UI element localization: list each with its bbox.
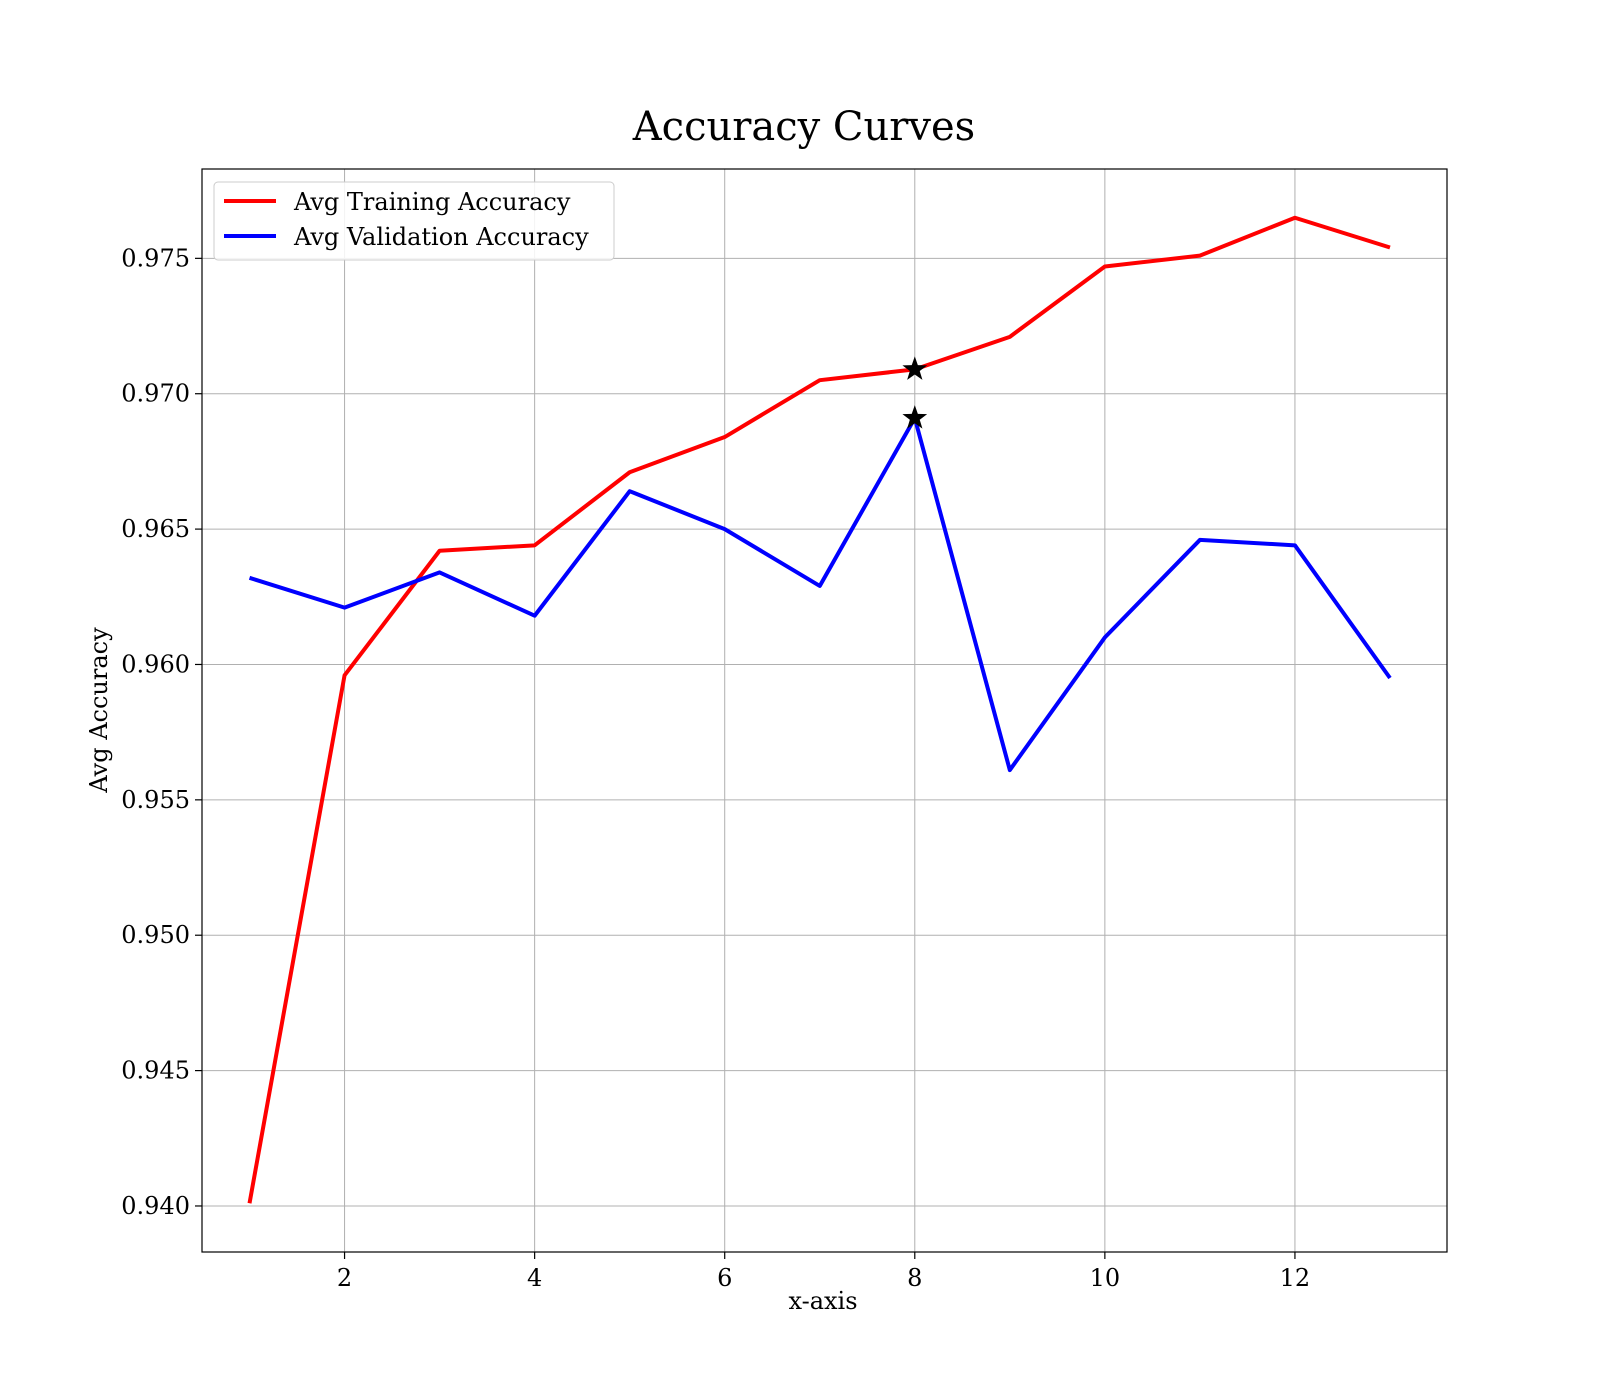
y-tick-label: 0.940: [121, 1192, 190, 1220]
y-tick-label: 0.960: [121, 650, 190, 678]
x-tick-label: 8: [907, 1264, 922, 1292]
x-tick-label: 12: [1280, 1264, 1311, 1292]
validation-accuracy-line: [248, 416, 1392, 773]
x-tick-label: 2: [337, 1264, 352, 1292]
x-tick-label: 10: [1090, 1264, 1121, 1292]
training-accuracy-line: [247, 215, 1391, 1204]
x-tick-label: 4: [527, 1264, 542, 1292]
y-tick-label: 0.955: [121, 786, 190, 814]
y-tick-label: 0.945: [121, 1057, 190, 1085]
x-tick-label: 6: [717, 1264, 732, 1292]
best-validation-star: [902, 405, 928, 429]
chart-title: Accuracy Curves: [632, 104, 975, 150]
legend-box: [213, 181, 615, 261]
legend-label-training: Avg Training Accuracy: [293, 188, 571, 216]
y-tick-label: 0.965: [121, 515, 190, 543]
x-axis-ticks: 2 4 6 8 10 12: [337, 1252, 1310, 1292]
star-markers: [902, 356, 928, 429]
y-tick-label: 0.950: [121, 921, 190, 949]
series-lines: [247, 215, 1392, 1204]
x-axis-label: x-axis: [788, 1287, 857, 1315]
legend-label-validation: Avg Validation Accuracy: [293, 223, 589, 251]
y-axis-label: Avg Accuracy: [85, 627, 113, 794]
y-tick-label: 0.975: [121, 244, 190, 272]
plot-frame: [201, 168, 1448, 1253]
best-training-star: [902, 356, 928, 380]
legend: Avg Training Accuracy Avg Validation Acc…: [213, 181, 615, 261]
grid-lines: [202, 169, 1447, 1252]
y-axis-ticks: 0.940 0.945 0.950 0.955 0.960 0.965 0.970 0.975: [121, 244, 202, 1220]
y-tick-label: 0.970: [121, 380, 190, 408]
